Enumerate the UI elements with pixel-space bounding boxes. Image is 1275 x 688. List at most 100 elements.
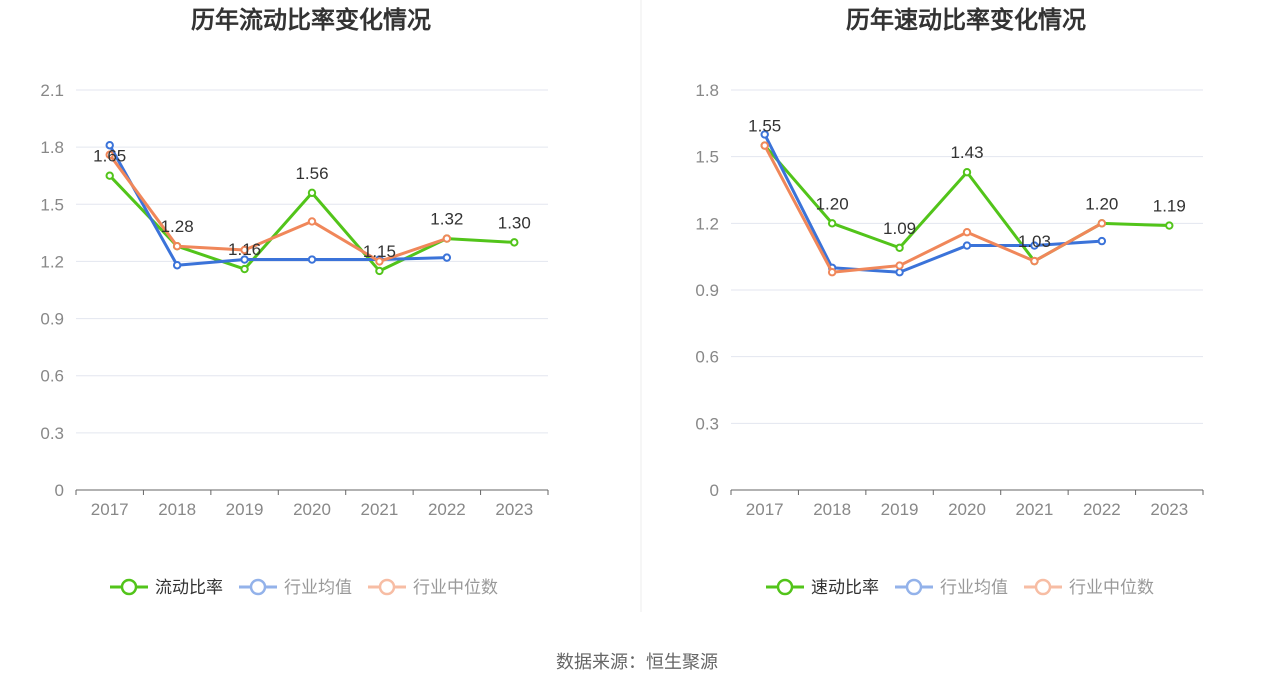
data-label: 1.03: [1018, 232, 1051, 251]
x-tick-label: 2022: [428, 500, 466, 519]
data-point: [240, 255, 249, 264]
legend-item: 行业中位数: [368, 578, 498, 598]
legend-label: 流动比率: [155, 578, 223, 598]
y-tick-label: 0.9: [40, 310, 64, 329]
data-point: [240, 264, 249, 274]
data-point: [240, 245, 249, 255]
data-point: [172, 241, 182, 251]
y-tick-label: 0.3: [40, 424, 64, 443]
data-point: [895, 243, 904, 252]
legend-marker: [905, 578, 923, 596]
legend-marker: [1034, 578, 1052, 596]
legend-item: 行业均值: [895, 578, 1008, 598]
data-point: [442, 253, 452, 262]
data-point: [827, 219, 837, 228]
data-point: [105, 150, 114, 159]
x-tick-label: 2018: [813, 500, 851, 519]
x-tick-label: 2022: [1083, 500, 1121, 519]
y-tick-label: 1.5: [695, 148, 719, 167]
y-tick-label: 1.8: [40, 138, 64, 157]
data-point: [307, 188, 317, 198]
data-point: [442, 234, 452, 243]
data-label: 1.20: [1085, 194, 1118, 213]
data-label: 1.16: [228, 240, 261, 259]
legend-label: 行业中位数: [1069, 578, 1154, 598]
data-point: [760, 130, 769, 139]
data-point: [962, 241, 972, 250]
x-tick-label: 2020: [293, 500, 331, 519]
data-point: [895, 261, 904, 270]
y-tick-label: 0: [55, 481, 64, 500]
x-tick-label: 2023: [1150, 500, 1188, 519]
data-point: [1030, 241, 1039, 250]
x-tick-label: 2021: [1016, 500, 1054, 519]
data-point: [962, 168, 972, 177]
data-point: [760, 141, 769, 150]
data-point: [1097, 236, 1107, 246]
x-tick-label: 2018: [158, 500, 196, 519]
y-tick-label: 0.6: [40, 367, 64, 386]
y-tick-label: 0.6: [695, 348, 719, 367]
legend-marker: [120, 578, 138, 596]
legend-label: 行业均值: [940, 578, 1008, 598]
data-point: [105, 171, 114, 180]
series-line: [108, 153, 448, 263]
data-label: 1.28: [161, 217, 194, 236]
x-tick-label: 2017: [91, 500, 129, 519]
legend-marker: [249, 578, 267, 596]
y-tick-label: 0: [710, 481, 719, 500]
y-tick-label: 1.2: [695, 214, 719, 233]
data-point: [962, 228, 972, 237]
data-label: 1.20: [816, 194, 849, 213]
data-label: 1.55: [748, 117, 781, 136]
y-tick-label: 1.5: [40, 195, 64, 214]
x-tick-label: 2019: [881, 500, 919, 519]
chart-title: 历年流动比率变化情况: [191, 6, 431, 34]
data-point: [375, 257, 384, 266]
data-point: [1030, 256, 1039, 266]
data-label: 1.56: [295, 164, 328, 183]
chart-panel-2: 历年速动比率变化情况 0 0.3 0.6 0.9 1.2 1.5 1.8 2017 2018 201…: [695, 6, 1204, 598]
legend-marker: [378, 578, 396, 596]
y-tick-label: 0.3: [695, 414, 719, 433]
y-tick-label: 1.2: [40, 252, 64, 271]
data-point: [827, 268, 837, 277]
data-label: 1.32: [430, 210, 463, 229]
series-line: [108, 144, 447, 267]
data-point: [1165, 221, 1174, 230]
series-line: [763, 144, 1103, 274]
legend-label: 行业中位数: [413, 578, 498, 598]
series-line: [763, 133, 1102, 274]
source-text: 数据来源：恒生聚源: [556, 652, 718, 673]
x-tick-label: 2021: [361, 500, 399, 519]
data-label: 1.43: [950, 143, 983, 162]
y-tick-label: 2.1: [40, 81, 64, 100]
x-tick-label: 2017: [746, 500, 784, 519]
data-point: [172, 261, 182, 270]
chart-title: 历年速动比率变化情况: [846, 6, 1086, 34]
data-point: [375, 266, 384, 276]
legend-marker: [776, 578, 794, 596]
data-label: 1.19: [1153, 197, 1186, 216]
legend-item: 流动比率: [110, 578, 223, 598]
legend-label: 速动比率: [811, 578, 879, 598]
x-tick-label: 2023: [495, 500, 533, 519]
x-tick-label: 2019: [226, 500, 264, 519]
data-label: 1.09: [883, 219, 916, 238]
data-label: 1.65: [93, 147, 126, 166]
data-point: [307, 217, 317, 226]
legend-item: 行业均值: [239, 578, 352, 598]
y-tick-label: 1.8: [695, 81, 719, 100]
legend-item: 行业中位数: [1024, 578, 1154, 598]
data-point: [105, 141, 114, 150]
chart-panel-1: 历年流动比率变化情况 0 0.3 0.6 0.9 1.2 1.5 1.8 2.1 2017 2018…: [40, 6, 549, 598]
data-point: [1097, 219, 1107, 228]
data-point: [510, 238, 519, 247]
legend-item: 速动比率: [766, 578, 879, 598]
data-point: [895, 268, 904, 277]
data-label: 1.15: [363, 242, 396, 261]
legend-label: 行业均值: [284, 578, 352, 598]
x-tick-label: 2020: [948, 500, 986, 519]
y-tick-label: 0.9: [695, 281, 719, 300]
